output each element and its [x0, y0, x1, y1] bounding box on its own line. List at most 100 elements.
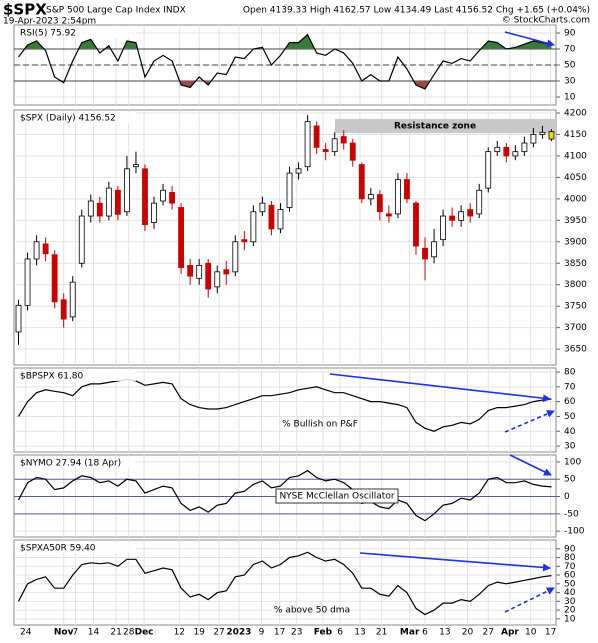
- candle-body: [124, 168, 130, 213]
- panel-frame: [13, 539, 557, 626]
- x-tick-label: 20: [462, 628, 474, 638]
- resistance-zone: [335, 119, 556, 134]
- candle-body: [494, 146, 501, 153]
- x-tick-label: Feb: [314, 628, 333, 638]
- x-tick-label: 27: [483, 628, 494, 638]
- candle-body: [295, 168, 302, 174]
- candle-body: [512, 151, 519, 157]
- candle-body: [196, 265, 203, 279]
- x-tick-label: 21: [376, 628, 387, 638]
- y-tick-label: 40: [564, 427, 576, 437]
- y-tick-label: 3700: [564, 323, 587, 333]
- candle-body: [404, 179, 410, 200]
- annotations: % Bullish on P&F NYSE McClellan Oscillat…: [274, 31, 555, 616]
- candle-body: [51, 254, 58, 303]
- candle-body: [286, 172, 293, 208]
- y-tick-label: 0: [564, 492, 570, 502]
- candle-body: [422, 247, 428, 260]
- x-tick-label: 6: [337, 628, 343, 638]
- plot-area: [15, 115, 556, 345]
- arrow: [504, 31, 555, 48]
- candle-body: [539, 131, 546, 135]
- title-bg: [16, 370, 136, 381]
- x-tick-label: 17: [545, 628, 556, 638]
- candle-body: [277, 209, 284, 230]
- panel: 10 30 50 70 90 RSI(5) 75.92: [13, 24, 576, 106]
- candle-body: [467, 209, 474, 217]
- candle-body: [358, 164, 365, 200]
- candle-body: [376, 194, 383, 213]
- candle-body: [241, 239, 248, 243]
- y-tick-label: 4050: [564, 173, 587, 183]
- candle-body: [114, 189, 121, 215]
- candle-body: [33, 241, 40, 260]
- y-tick-label: 80: [564, 368, 576, 378]
- timestamp: 19-Apr-2023 2:54pm: [3, 17, 96, 27]
- panel: 30 40 50 60 70 80 $BPSPX 61.80: [13, 367, 576, 453]
- candle-body: [476, 189, 483, 215]
- y-tick-label: 3900: [564, 237, 587, 247]
- overbought-fill: [18, 34, 552, 49]
- panel-title: $NYMO 27.94 (18 Apr): [20, 459, 121, 469]
- candle-body: [232, 241, 239, 273]
- candle-body: [169, 192, 175, 204]
- x-tick-label: Nov: [54, 628, 74, 638]
- y-tick-label: 4200: [564, 109, 587, 119]
- credit: © StockCharts.com: [502, 16, 590, 26]
- title-bg: [16, 112, 136, 123]
- candle-body: [521, 142, 528, 153]
- index-name: S&P 500 Large Cap Index INDX: [46, 6, 186, 16]
- candle-body: [160, 189, 166, 202]
- candle-body: [60, 299, 67, 320]
- y-tick-label: 30: [564, 77, 576, 87]
- candle-body: [367, 194, 374, 200]
- candle-body: [151, 202, 157, 223]
- candle-body: [214, 271, 221, 288]
- oversold-fill: [18, 81, 552, 89]
- candle-body: [530, 134, 537, 144]
- y-tick-label: 4150: [564, 130, 587, 140]
- x-tick-label: 9: [259, 628, 265, 638]
- x-tick-label: 10: [525, 628, 537, 638]
- x-tick-label: 21: [110, 628, 121, 638]
- y-tick-label: 3650: [564, 345, 587, 355]
- panel-title: $SPXA50R 59.40: [20, 544, 96, 554]
- y-tick-label: 70: [564, 382, 576, 392]
- panel-title: $BPSPX 61.80: [20, 372, 84, 382]
- candle-body: [69, 281, 76, 318]
- candle-body: [395, 179, 401, 215]
- y-tick-label: 30: [564, 597, 576, 607]
- x-tick-label: 19: [193, 628, 205, 638]
- candle-body: [250, 211, 257, 243]
- candle-body: [440, 215, 446, 241]
- plot-area: [17, 551, 552, 616]
- x-tick-label: 13: [439, 628, 450, 638]
- line: [18, 33, 552, 90]
- y-tick-label: 50: [564, 475, 576, 485]
- y-tick-label: 60: [564, 571, 576, 581]
- title-bg: [16, 542, 136, 553]
- line: [17, 378, 552, 432]
- x-tick-label: 13: [354, 628, 365, 638]
- x-tick-label: 2023: [226, 628, 251, 638]
- candle-body: [223, 269, 230, 275]
- y-tick-label: 3800: [564, 280, 587, 290]
- arrow: [504, 587, 555, 613]
- plot-area: [17, 378, 552, 432]
- arrow: [504, 410, 555, 433]
- x-tick-label: 6: [422, 628, 428, 638]
- y-tick-label: 3950: [564, 216, 587, 226]
- annotation: % above 50 dma: [274, 606, 350, 616]
- candle-body: [268, 204, 275, 230]
- candle-body: [413, 202, 419, 247]
- x-tick-label: 24: [20, 628, 32, 638]
- y-tick-label: 50: [564, 61, 576, 71]
- x-tick-label: Mar: [400, 628, 420, 638]
- y-tick-label: 3750: [564, 302, 587, 312]
- annotation: % Bullish on P&F: [282, 420, 358, 430]
- y-tick-label: 4100: [564, 151, 587, 161]
- title-bg: [16, 457, 136, 468]
- plot-area: [18, 33, 552, 90]
- candle-body: [385, 213, 392, 217]
